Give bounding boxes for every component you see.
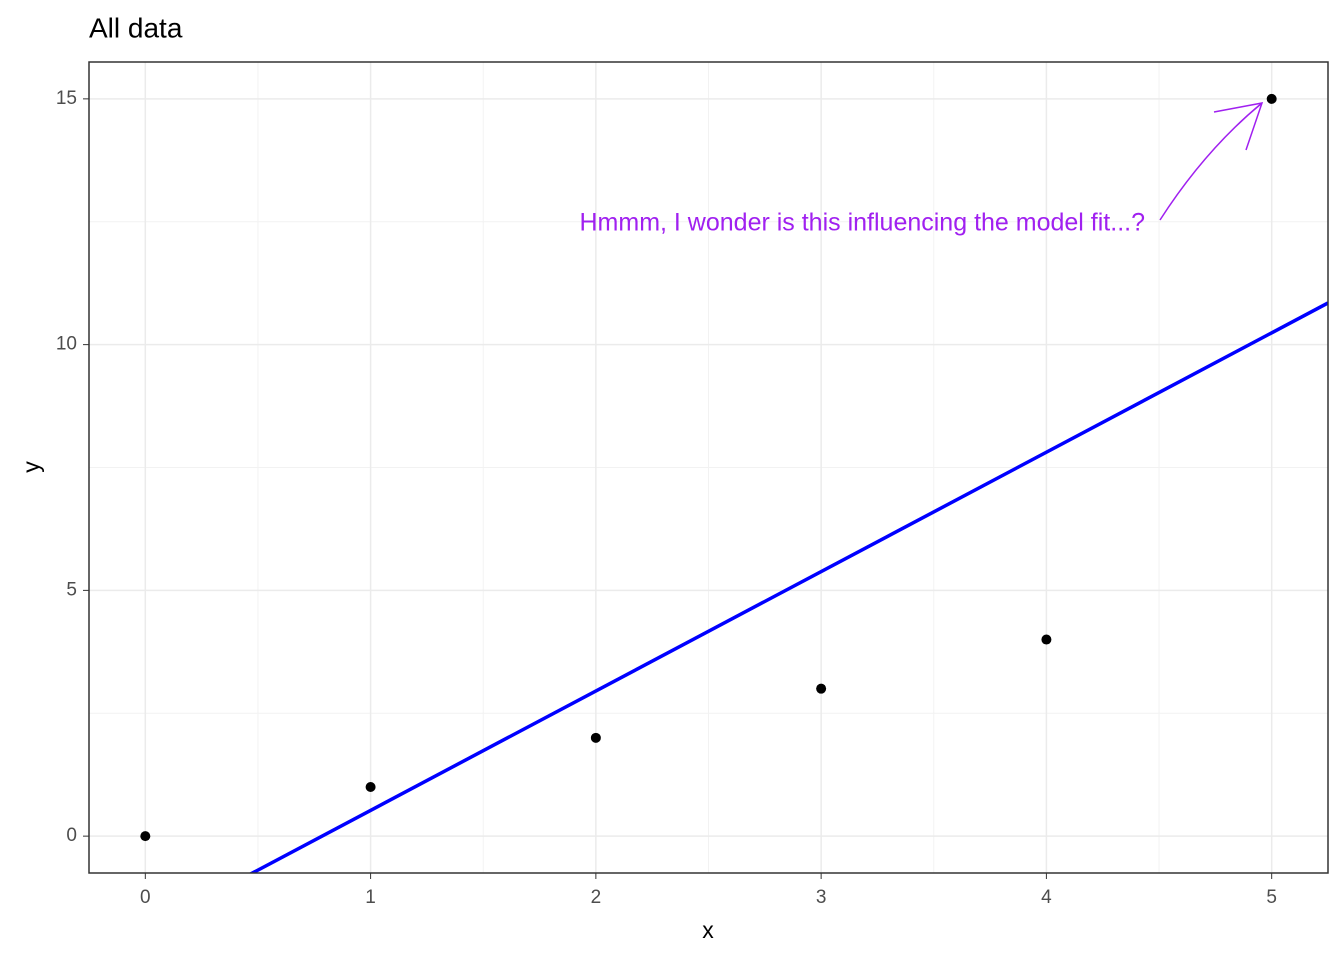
- chart-title: All data: [89, 12, 183, 43]
- y-axis-label: y: [18, 461, 44, 473]
- point: [140, 831, 151, 842]
- point: [590, 732, 601, 743]
- annotation-arrowhead: [1213, 102, 1264, 151]
- x-tick-label: 3: [816, 887, 827, 908]
- point: [816, 683, 827, 694]
- annotation-arrow: [1159, 102, 1263, 221]
- annotation: Hmmm, I wonder is this influencing the m…: [579, 209, 1145, 237]
- fit-line: [248, 301, 1328, 873]
- y-tick-label: 10: [56, 334, 77, 355]
- x-tick-label: 0: [140, 887, 151, 908]
- point: [1266, 93, 1277, 104]
- y-tick-label: 5: [66, 579, 77, 600]
- y-tick-label: 15: [56, 88, 77, 109]
- x-axis-label: x: [702, 917, 714, 943]
- x-tick-label: 5: [1266, 887, 1277, 908]
- x-tick-label: 1: [365, 887, 376, 908]
- plot-border: [88, 61, 1329, 874]
- point: [365, 781, 376, 792]
- point: [1041, 634, 1052, 645]
- y-tick-label: 0: [66, 825, 77, 846]
- x-tick-label: 2: [591, 887, 602, 908]
- x-tick-label: 4: [1041, 887, 1052, 908]
